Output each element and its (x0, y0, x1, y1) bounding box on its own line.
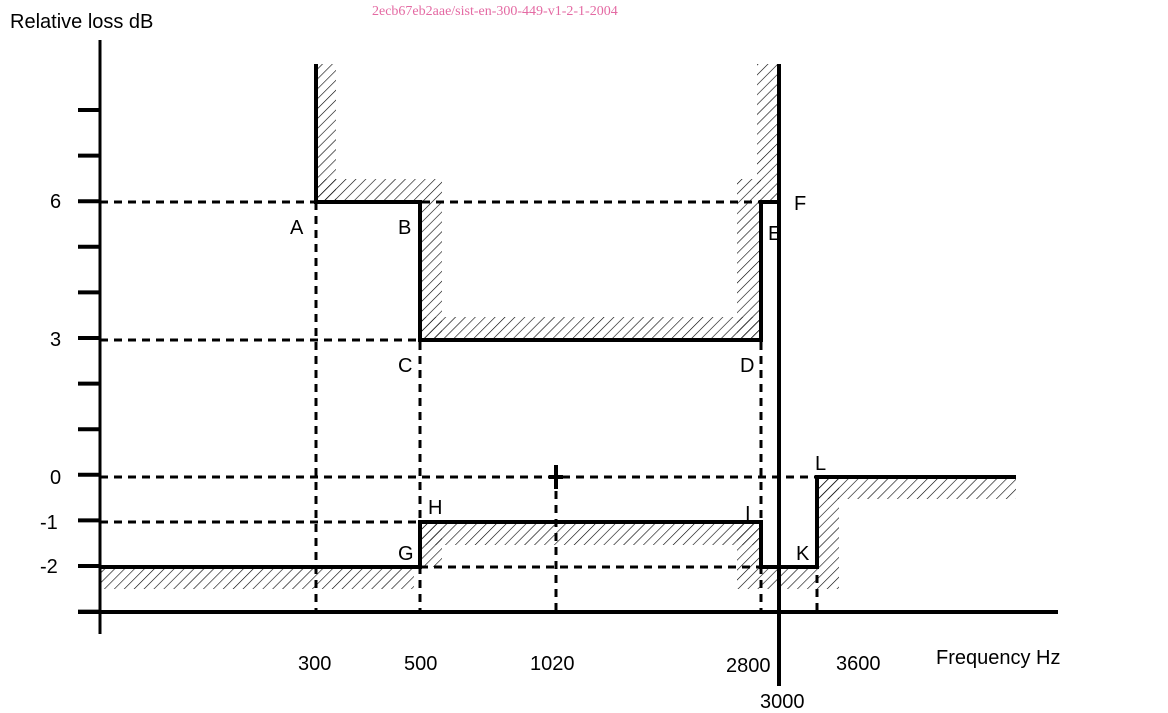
hatch-band (100, 567, 414, 589)
y-tick-label: -2 (40, 556, 58, 578)
x-tick-label: 500 (404, 653, 438, 675)
mask-lines-layer (100, 64, 1016, 569)
y-tick-label: 3 (50, 329, 62, 351)
point-label-a: A (290, 217, 304, 239)
y-tick-label: 6 (50, 191, 62, 213)
hatch-band (761, 567, 817, 589)
point-label-g: G (398, 543, 414, 565)
hatch-band (420, 317, 761, 340)
x-tick-label: 1020 (530, 653, 575, 675)
axes-layer (78, 40, 1058, 686)
point-label-d: D (740, 355, 755, 377)
upper-limit-line (314, 64, 781, 342)
hatch-band (757, 64, 779, 202)
point-label-h: H (428, 497, 443, 519)
hatch-layer (100, 64, 1016, 589)
x-tick-label: 2800 (726, 655, 771, 677)
hatch-band (737, 202, 761, 340)
point-label-b: B (398, 217, 412, 239)
y-axis-label: Relative loss dB (10, 11, 154, 33)
point-label-e: E (768, 223, 782, 245)
point-label-l: L (815, 453, 827, 475)
point-label-f: F (794, 193, 807, 215)
hatch-band (737, 179, 761, 202)
point-label-c: C (398, 355, 413, 377)
y-tick-label: 0 (50, 467, 62, 489)
hatch-band (817, 477, 839, 589)
point-label-k: K (796, 543, 810, 565)
lower-limit-line (100, 475, 1016, 569)
hatch-band (420, 522, 761, 545)
x-axis-label: Frequency Hz (936, 647, 1061, 669)
hatch-band (316, 179, 442, 202)
x-tick-label: 3600 (836, 653, 881, 675)
guide-layer (100, 200, 819, 612)
hatch-band (420, 202, 442, 340)
point-label-i: I (745, 503, 751, 525)
hatch-band (316, 64, 336, 202)
x-tick-label: 300 (298, 653, 332, 675)
x-tick-label: 3000 (760, 691, 805, 713)
hatch-band (737, 522, 761, 589)
watermark-text: 2ecb67eb2aae/sist-en-300-449-v1-2-1-2004 (372, 4, 618, 19)
hatch-band (817, 477, 1016, 499)
y-tick-label: -1 (40, 512, 58, 534)
